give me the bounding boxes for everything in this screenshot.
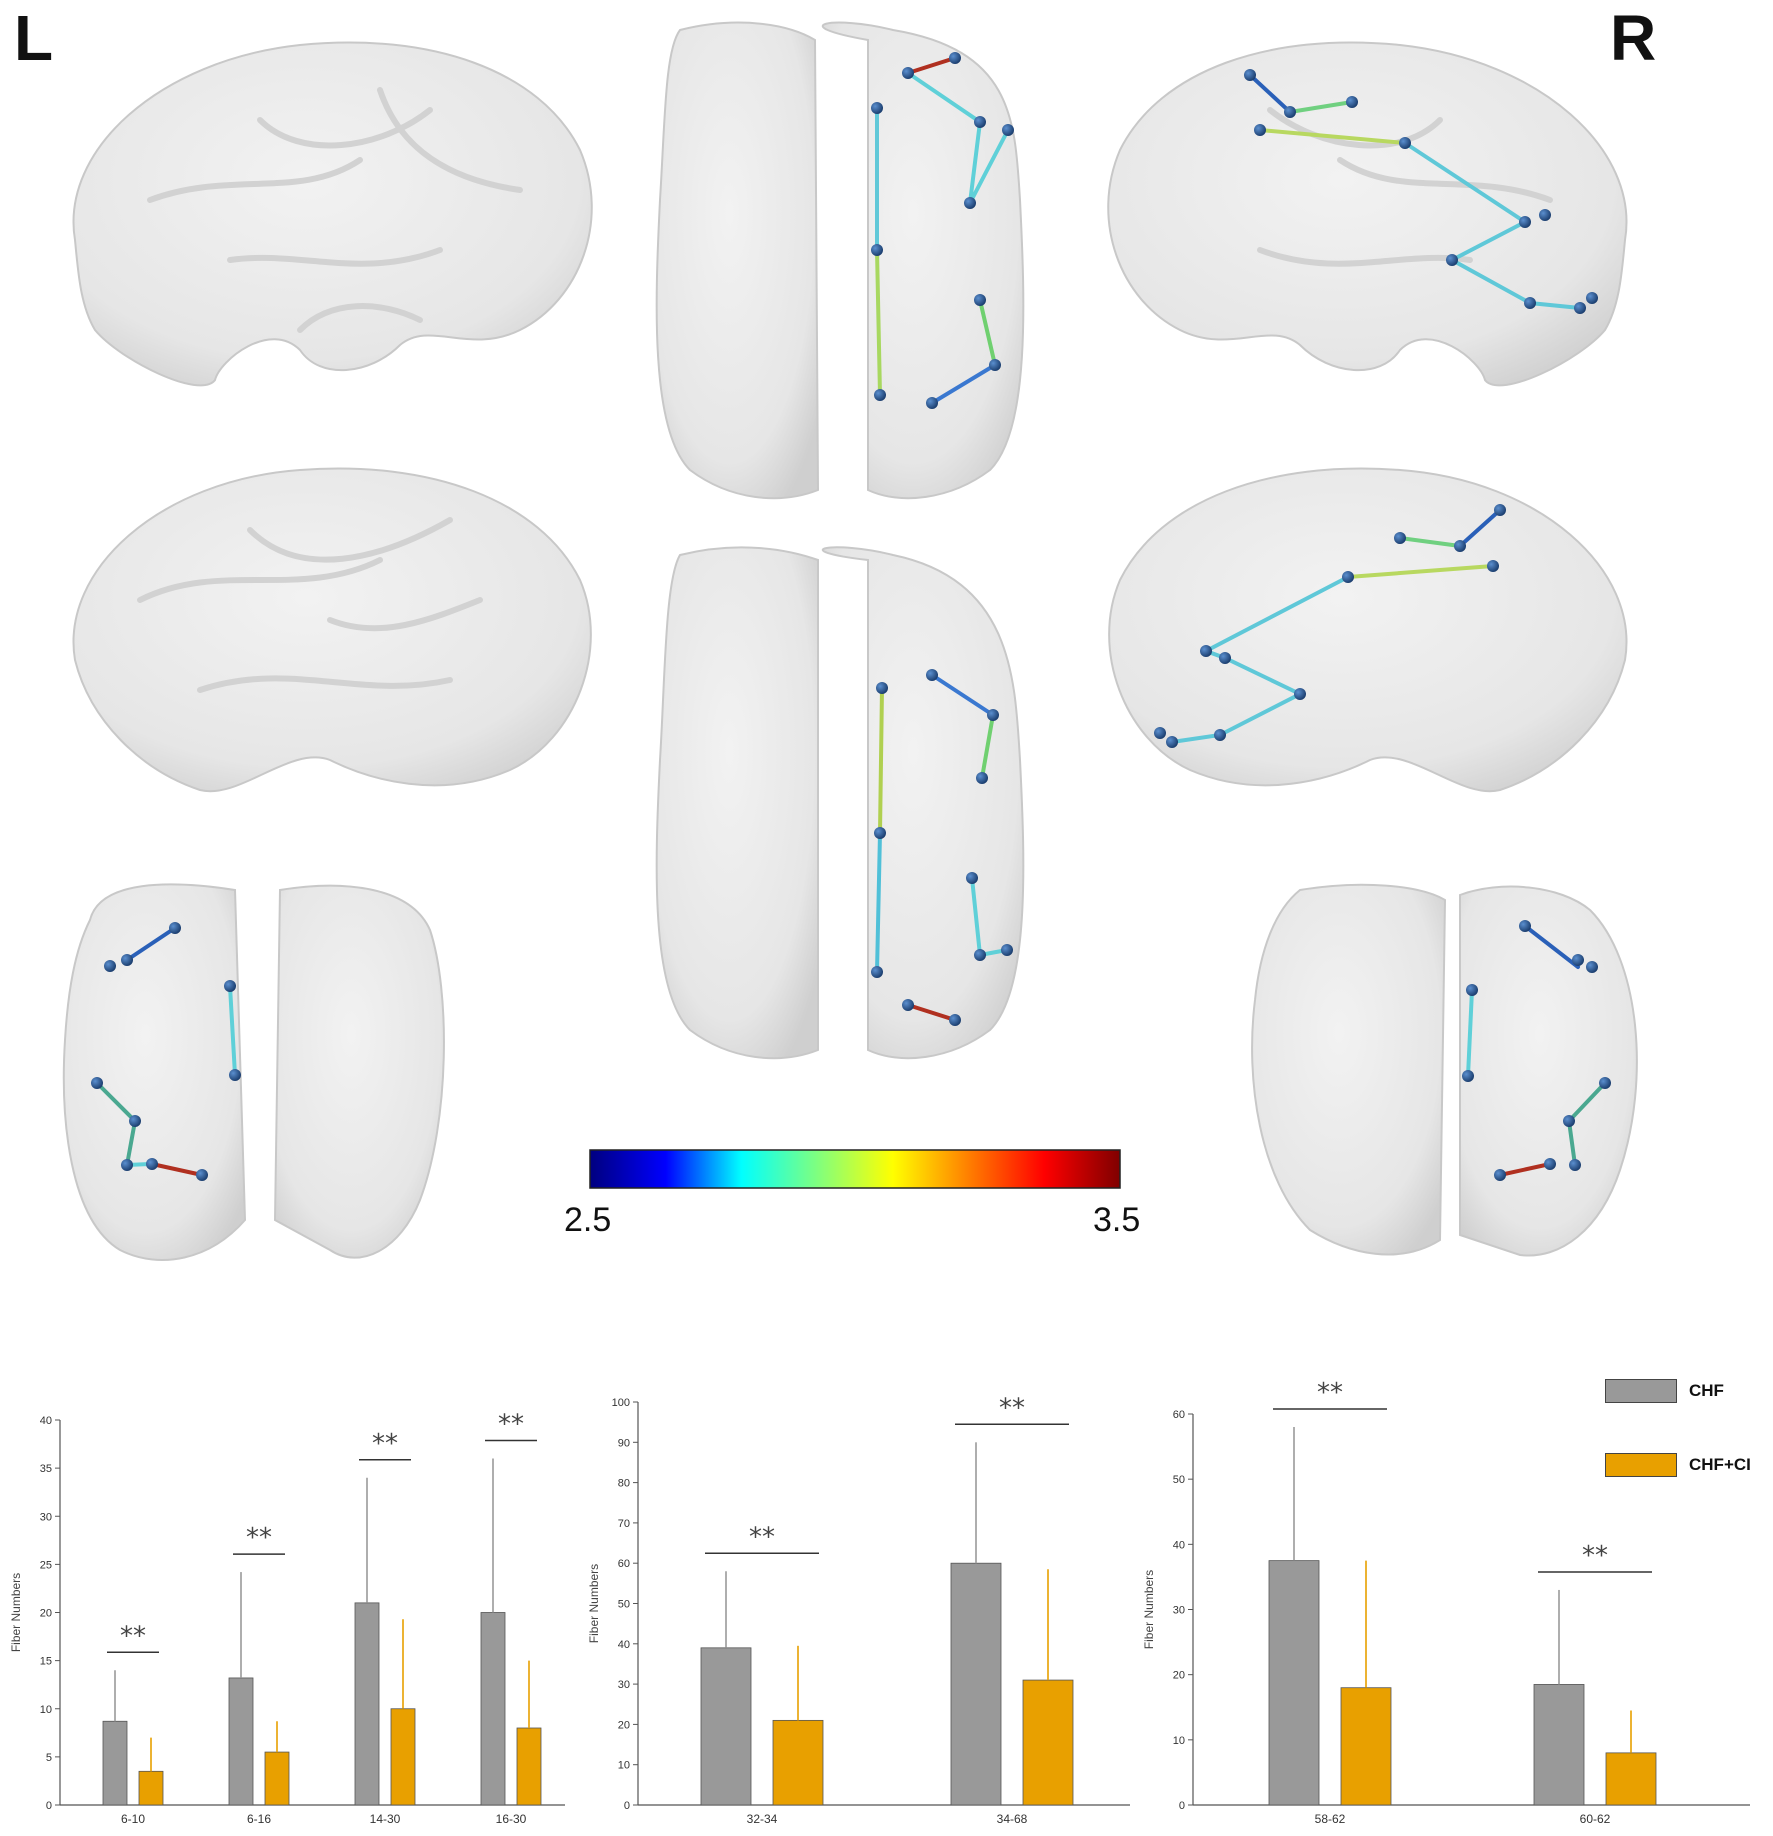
brain-view-top [655, 21, 1025, 500]
x-tick-label: 16-30 [496, 1812, 527, 1826]
y-tick-label: 0 [46, 1800, 52, 1812]
significance-label: ** [120, 1621, 146, 1651]
brain-view-back [1251, 883, 1638, 1257]
x-tick-label: 34-68 [997, 1812, 1028, 1826]
y-tick-label: 30 [40, 1511, 52, 1523]
bar-chart-2: 0 10 20 30 40 50 60 70 80 90 100 Fiber Numbers 32-34… [587, 1393, 1130, 1826]
y-tick-label: 50 [618, 1599, 630, 1611]
bar-chf-ci [772, 1719, 824, 1806]
bar-chf-ci [264, 1751, 290, 1806]
y-tick-label: 0 [1179, 1800, 1185, 1812]
brain-view-bottom [655, 546, 1025, 1060]
legend-item-chf: CHF [1605, 1378, 1724, 1404]
y-axis-label: Fiber Numbers [1142, 1570, 1156, 1649]
y-tick-label: 40 [1173, 1539, 1185, 1551]
bar-chf [354, 1602, 380, 1806]
significance-label: ** [372, 1429, 398, 1459]
bar-chf [480, 1612, 506, 1806]
bar-chart-1: 0 5 10 15 20 25 30 35 40 Fiber Numbers 6-10 ** 6-16 *… [9, 1410, 565, 1826]
bar-chf [950, 1562, 1002, 1806]
y-tick-label: 15 [40, 1656, 52, 1668]
brain-view-left-medial [72, 467, 592, 793]
x-tick-label: 60-62 [1580, 1812, 1611, 1826]
y-tick-label: 30 [618, 1679, 630, 1691]
x-tick-label: 6-10 [121, 1812, 145, 1826]
y-tick-label: 70 [618, 1518, 630, 1530]
significance-label: ** [498, 1410, 524, 1440]
y-tick-label: 10 [40, 1704, 52, 1716]
legend-label-chf: CHF [1689, 1381, 1724, 1400]
significance-label: ** [749, 1522, 775, 1552]
y-tick-label: 35 [40, 1463, 52, 1475]
bar-chf [102, 1720, 128, 1806]
y-tick-label: 80 [618, 1478, 630, 1490]
y-tick-label: 10 [1173, 1735, 1185, 1747]
bar-chf [1533, 1684, 1585, 1806]
legend-swatch-chf-ci [1605, 1453, 1677, 1477]
bar-charts: 0 5 10 15 20 25 30 35 40 Fiber Numbers 6-10 ** 6-16 *… [9, 1378, 1750, 1826]
x-tick-label: 14-30 [370, 1812, 401, 1826]
y-tick-label: 0 [624, 1800, 630, 1812]
y-axis-label: Fiber Numbers [9, 1573, 23, 1652]
left-hemisphere-label: L [14, 2, 54, 74]
colorbar-max-label: 3.5 [1093, 1201, 1141, 1239]
y-tick-label: 40 [40, 1415, 52, 1427]
connectivity-nodes [91, 52, 1611, 1181]
x-tick-label: 58-62 [1315, 1812, 1346, 1826]
bar-chart-3: 0 10 20 30 40 50 60 Fiber Numbers 58-62 ** 60-62 ** [1142, 1378, 1750, 1826]
significance-label: ** [999, 1393, 1025, 1423]
bar-chf [1268, 1560, 1320, 1806]
bar-chf-ci [1340, 1687, 1392, 1806]
y-tick-label: 20 [1173, 1670, 1185, 1682]
brain-view-front [62, 883, 445, 1261]
y-tick-label: 40 [618, 1639, 630, 1651]
y-tick-label: 20 [40, 1608, 52, 1620]
legend-swatch-chf [1605, 1379, 1677, 1403]
significance-label: ** [246, 1523, 272, 1553]
bar-chf-ci [138, 1770, 164, 1806]
bar-chf-ci [1022, 1679, 1074, 1806]
x-tick-label: 32-34 [747, 1812, 778, 1826]
brain-view-right-lateral [1107, 41, 1628, 387]
bar-chf-ci [516, 1727, 542, 1806]
y-tick-label: 5 [46, 1752, 52, 1764]
x-tick-label: 6-16 [247, 1812, 271, 1826]
significance-label: ** [1582, 1541, 1608, 1571]
bar-chf-ci [1605, 1752, 1657, 1806]
right-hemisphere-label: R [1610, 2, 1657, 74]
y-tick-label: 25 [40, 1559, 52, 1571]
colorbar [589, 1149, 1121, 1189]
y-tick-label: 60 [618, 1558, 630, 1570]
y-tick-label: 60 [1173, 1409, 1185, 1421]
y-tick-label: 50 [1173, 1474, 1185, 1486]
bar-chf [228, 1677, 254, 1806]
y-tick-label: 20 [618, 1719, 630, 1731]
significance-label: ** [1317, 1378, 1343, 1408]
y-tick-label: 30 [1173, 1605, 1185, 1617]
y-tick-label: 100 [612, 1397, 630, 1409]
connectivity-edges [95, 56, 1607, 1177]
bar-chf [700, 1647, 752, 1806]
bar-chf-ci [390, 1708, 416, 1806]
y-axis-label: Fiber Numbers [587, 1564, 601, 1643]
legend-item-chf-ci: CHF+CI [1605, 1452, 1751, 1478]
y-tick-label: 90 [618, 1437, 630, 1449]
brain-view-left-lateral [72, 41, 593, 387]
y-tick-label: 10 [618, 1760, 630, 1772]
brain-view-right-medial [1108, 467, 1628, 793]
colorbar-min-label: 2.5 [564, 1201, 612, 1239]
legend-label-chf-ci: CHF+CI [1689, 1455, 1751, 1474]
